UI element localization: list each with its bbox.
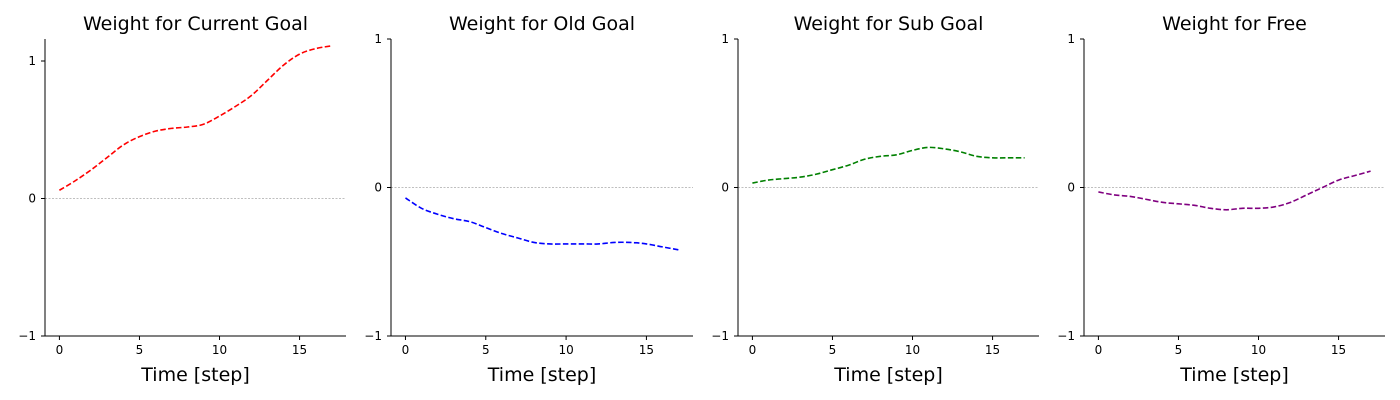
x-tick-label: 15 xyxy=(985,343,1000,357)
y-tick-label: −1 xyxy=(364,329,382,343)
y-tick-label: −1 xyxy=(18,329,36,343)
series-line xyxy=(58,45,332,191)
y-tick-label: 1 xyxy=(1067,32,1075,46)
x-tick-label: 15 xyxy=(1331,343,1346,357)
x-axis-label: Time [step] xyxy=(1179,364,1288,386)
chart-title: Weight for Old Goal xyxy=(449,13,635,35)
series-line xyxy=(1098,170,1371,211)
series-line xyxy=(752,146,1025,184)
x-tick-label: 10 xyxy=(558,343,573,357)
chart-panel-old-goal: Weight for Old Goal Time [step] 0 5 10 15−1… xyxy=(364,13,693,386)
chart-title: Weight for Free xyxy=(1162,13,1307,35)
y-tick-label: 0 xyxy=(1067,181,1075,195)
chart-title: Weight for Current Goal xyxy=(83,13,308,35)
x-tick-label: 0 xyxy=(1095,343,1103,357)
chart-panel-free: Weight for Free Time [step] 0 5 10 15 −1 0 1 xyxy=(1057,13,1385,386)
x-tick-label: 10 xyxy=(905,343,920,357)
x-tick-label: 5 xyxy=(1175,343,1183,357)
x-tick-label: 10 xyxy=(1251,343,1266,357)
y-tick-label: 0 xyxy=(374,181,382,195)
y-tick-label: 0 xyxy=(721,181,729,195)
y-tick-label: −1 xyxy=(711,329,729,343)
x-tick-label: 15 xyxy=(639,343,654,357)
y-tick-label: 0 xyxy=(28,192,36,206)
x-tick-label: 0 xyxy=(402,343,410,357)
x-tick-label: 5 xyxy=(829,343,837,357)
x-tick-label: 15 xyxy=(292,343,307,357)
x-axis-label: Time [step] xyxy=(833,364,942,386)
x-tick-label: 5 xyxy=(136,343,144,357)
chart-panel-current-goal: Weight for Current Goal Time [step] 0 5 10… xyxy=(18,13,346,386)
y-tick-label: 1 xyxy=(721,32,729,46)
chart-title: Weight for Sub Goal xyxy=(794,13,984,35)
y-tick-label: 1 xyxy=(28,54,36,68)
y-tick-label: −1 xyxy=(1057,329,1075,343)
x-axis-label: Time [step] xyxy=(487,364,596,386)
x-tick-label: 0 xyxy=(749,343,757,357)
x-tick-label: 0 xyxy=(56,343,64,357)
series-line xyxy=(405,197,679,251)
x-axis-label: Time [step] xyxy=(140,364,249,386)
x-tick-label: 10 xyxy=(212,343,227,357)
x-tick-label: 5 xyxy=(482,343,490,357)
y-tick-label: 1 xyxy=(374,32,382,46)
chart-panel-sub-goal: Weight for Sub Goal Time [step] 0 5 10 15−1… xyxy=(711,13,1039,386)
